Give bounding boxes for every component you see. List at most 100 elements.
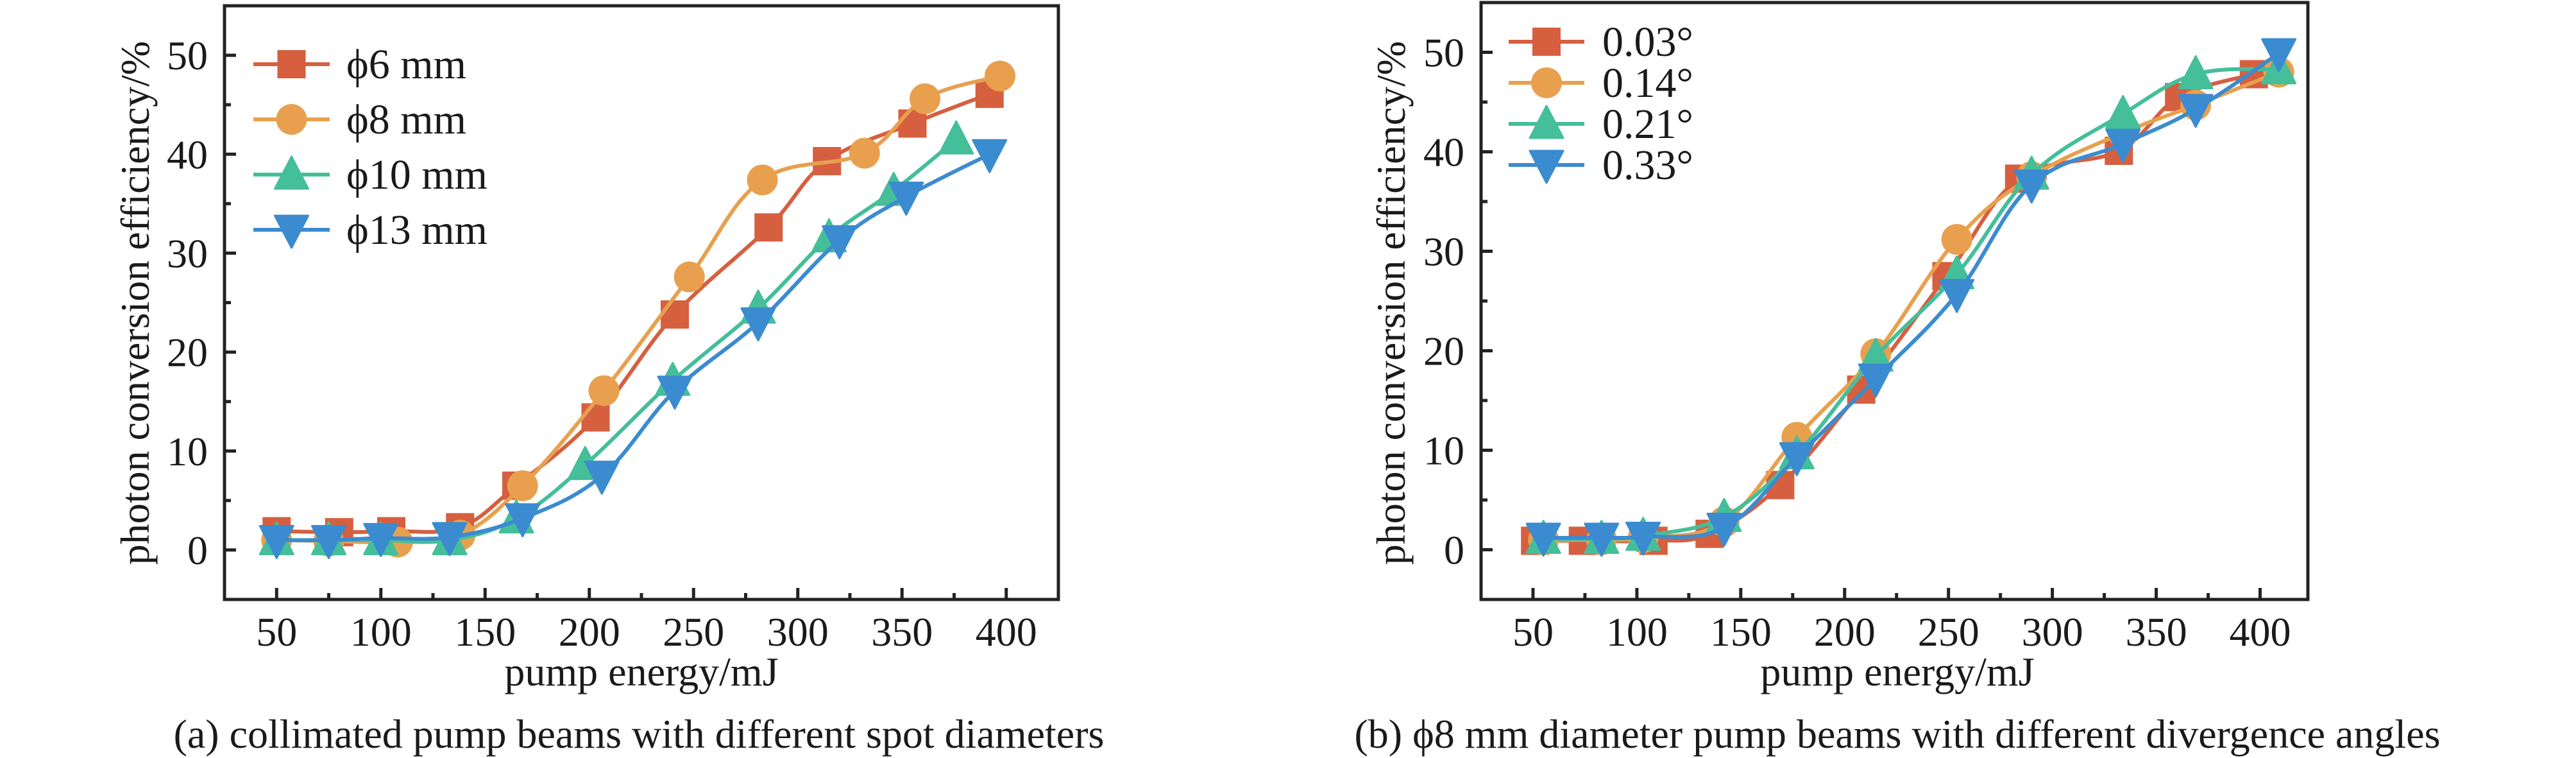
y-axis-label-a: photon conversion efficiency/% <box>112 41 158 565</box>
caption-a: (a) collimated pump beams with different… <box>174 711 1105 757</box>
data-point <box>888 182 924 216</box>
x-tick-label: 250 <box>663 609 724 655</box>
legend-label: ϕ8 mm <box>346 96 466 143</box>
data-point <box>581 403 610 432</box>
legend-label: ϕ6 mm <box>346 41 466 88</box>
data-point <box>1779 442 1815 476</box>
x-tick-label: 150 <box>454 609 516 655</box>
x-axis-label-a: pump energy/mJ <box>504 649 778 694</box>
x-tick-label: 200 <box>1814 609 1876 655</box>
y-tick-label: 40 <box>167 132 208 177</box>
x-tick-label: 400 <box>976 609 1037 655</box>
y-axis-label-b: photon conversion efficiency/% <box>1368 41 1414 565</box>
data-point <box>2013 169 2049 204</box>
data-point <box>1858 363 1894 398</box>
x-tick-label: 300 <box>2022 609 2083 655</box>
legend-marker <box>1529 105 1564 139</box>
series-line <box>276 74 1001 545</box>
panel-a: 0 10 20 30 40 50 50 100 150 200 250 300 350 400 ϕ6 m… <box>112 4 1105 757</box>
series-line <box>276 137 958 544</box>
series-b <box>1521 38 2297 557</box>
legend-item: 0.21° <box>1509 101 1693 148</box>
legend-item: 0.33° <box>1509 142 1693 189</box>
y-ticks-a: 0 10 20 30 40 50 <box>167 33 236 573</box>
data-point <box>1941 223 1972 255</box>
legend-label: 0.21° <box>1602 101 1693 148</box>
legend-marker <box>276 104 307 135</box>
data-point <box>849 137 880 169</box>
x-tick-label: 100 <box>1606 609 1668 655</box>
legend-marker <box>277 50 306 78</box>
data-point <box>747 164 778 196</box>
data-point <box>1584 522 1620 557</box>
legend-label: ϕ13 mm <box>346 207 487 254</box>
x-tick-label: 150 <box>1710 609 1772 655</box>
y-tick-label: 20 <box>167 330 208 375</box>
x-ticks-b: 50 100 150 200 250 300 350 400 <box>1513 588 2291 655</box>
data-point <box>2178 55 2214 90</box>
y-tick-label: 10 <box>1423 428 1464 474</box>
data-point <box>938 120 974 155</box>
legend-item: ϕ13 mm <box>253 207 487 254</box>
x-axis-label-b: pump energy/mJ <box>1760 649 2034 694</box>
y-tick-label: 10 <box>167 429 208 474</box>
legend-marker <box>274 155 309 190</box>
y-ticks-b: 0 10 20 30 40 50 <box>1423 30 1493 573</box>
data-point <box>985 60 1015 92</box>
data-point <box>910 83 940 114</box>
legend-item: ϕ6 mm <box>253 41 466 88</box>
series-triangle-down <box>258 139 1008 559</box>
data-point <box>588 375 620 406</box>
data-point <box>822 225 858 259</box>
data-point <box>740 307 776 341</box>
data-point <box>661 300 689 329</box>
data-point <box>1939 279 1975 313</box>
x-tick-label: 350 <box>2126 609 2187 655</box>
y-tick-label: 50 <box>1423 30 1464 76</box>
data-point <box>505 503 541 538</box>
data-point <box>258 525 294 559</box>
legend-label: 0.33° <box>1602 142 1693 189</box>
data-point <box>754 213 783 242</box>
data-point <box>363 522 399 557</box>
data-point <box>507 470 538 501</box>
x-tick-label: 200 <box>559 609 620 655</box>
legend-marker <box>1532 28 1561 56</box>
x-tick-label: 350 <box>871 609 933 655</box>
data-point <box>1625 521 1661 556</box>
y-tick-label: 40 <box>1423 130 1464 175</box>
data-point <box>657 375 693 410</box>
legend-marker <box>1529 150 1564 184</box>
x-tick-label: 50 <box>256 609 297 655</box>
series-a <box>258 60 1015 559</box>
legend-b: 0.03°0.14°0.21°0.33° <box>1509 19 1693 189</box>
y-tick-label: 50 <box>167 33 208 78</box>
y-tick-label: 30 <box>167 230 208 276</box>
legend-item: ϕ8 mm <box>253 96 466 143</box>
data-point <box>898 109 927 138</box>
data-point <box>584 460 620 495</box>
x-tick-label: 100 <box>350 609 412 655</box>
panel-b: 0 10 20 30 40 50 50 100 150 200 250 300 350 400 0.03… <box>1354 1 2441 757</box>
x-tick-label: 250 <box>1918 609 1979 655</box>
x-ticks-a: 50 100 150 200 250 300 350 400 <box>256 588 1037 655</box>
data-point <box>2178 94 2214 128</box>
series-square <box>262 80 1004 547</box>
data-point <box>2105 128 2141 163</box>
x-tick-label: 50 <box>1513 609 1554 655</box>
y-tick-label: 30 <box>1423 229 1464 275</box>
data-point <box>1525 522 1561 557</box>
caption-b: (b) ϕ8 mm diameter pump beams with diffe… <box>1354 711 2440 757</box>
legend-a: ϕ6 mm ϕ8 mm ϕ10 mm ϕ13 mm <box>253 41 487 254</box>
legend-label: 0.14° <box>1602 60 1693 107</box>
legend-label: 0.03° <box>1602 19 1693 65</box>
legend-item: ϕ10 mm <box>253 151 487 198</box>
x-tick-label: 400 <box>2230 609 2291 655</box>
legend-marker <box>274 214 309 249</box>
y-tick-label: 0 <box>1444 528 1464 573</box>
y-tick-label: 0 <box>187 528 208 573</box>
data-point <box>1706 512 1742 547</box>
legend-item: 0.14° <box>1509 60 1693 107</box>
legend-marker <box>1531 67 1562 98</box>
data-point <box>2261 38 2297 73</box>
